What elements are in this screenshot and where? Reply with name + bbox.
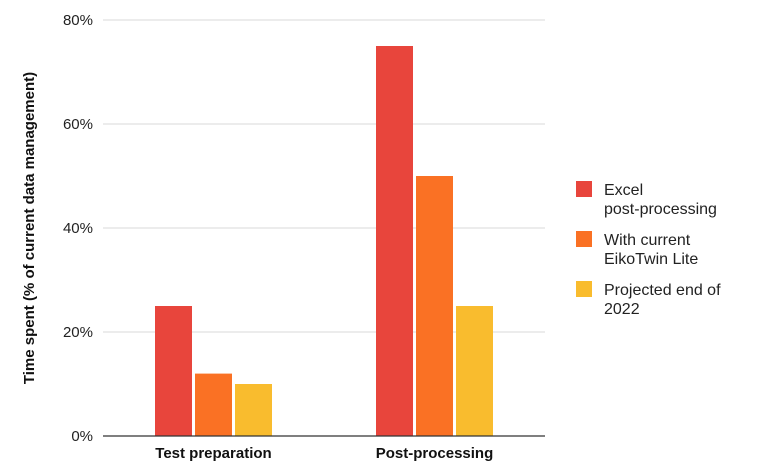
bars (155, 46, 493, 436)
legend-label: Projected end of 2022 (604, 282, 721, 318)
y-tick-label: 20% (63, 324, 93, 341)
y-axis-title: Time spent (% of current data management… (21, 72, 38, 384)
y-tick-label: 0% (71, 428, 93, 445)
x-category-label: Post-processing (376, 445, 494, 462)
legend: Excel post-processing With current EikoTwin… (576, 181, 721, 318)
legend-label: With current EikoTwin Lite (604, 232, 698, 268)
legend-swatch (576, 281, 592, 297)
bar (235, 384, 272, 436)
legend-swatch (576, 181, 592, 197)
bar (155, 306, 192, 436)
x-category-label: Test preparation (155, 445, 271, 462)
y-tick-label: 80% (63, 12, 93, 29)
bar (456, 306, 493, 436)
y-tick-label: 40% (63, 220, 93, 237)
axes: 0% 20% 40% 60% 80% Test preparation Post-proce… (21, 12, 545, 462)
grid (103, 19, 545, 333)
y-tick-label: 60% (63, 116, 93, 133)
bar (195, 373, 232, 436)
legend-label: Excel post-processing (604, 182, 717, 218)
legend-swatch (576, 231, 592, 247)
bar (416, 176, 453, 436)
bar (376, 46, 413, 436)
